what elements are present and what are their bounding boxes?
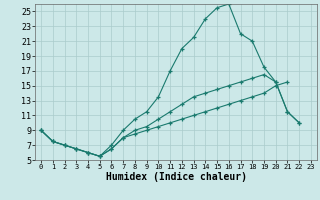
X-axis label: Humidex (Indice chaleur): Humidex (Indice chaleur)	[106, 172, 246, 182]
